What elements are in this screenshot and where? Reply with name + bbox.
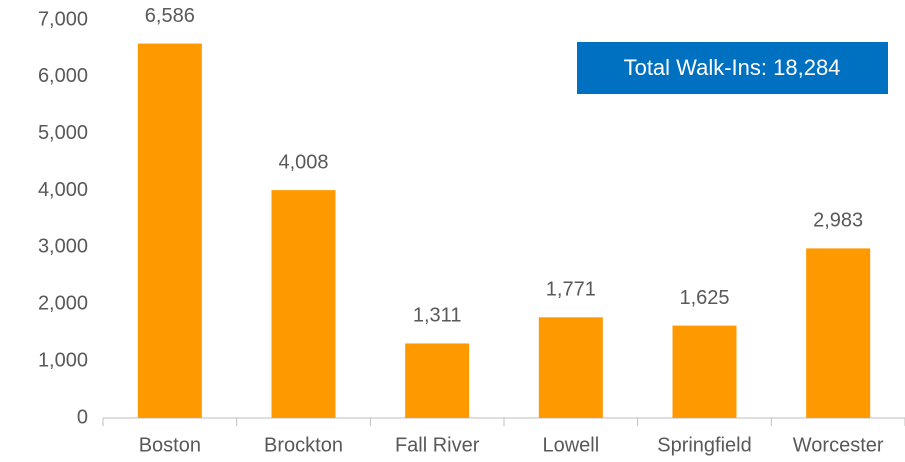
data-label: 1,625 bbox=[679, 287, 729, 309]
x-tick-label: Lowell bbox=[542, 434, 599, 456]
bar bbox=[806, 248, 871, 418]
bar bbox=[672, 325, 737, 418]
data-label: 2,983 bbox=[813, 210, 863, 232]
data-label: 6,586 bbox=[145, 5, 195, 27]
x-tick-label: Worcester bbox=[793, 434, 884, 456]
y-tick-label: 0 bbox=[77, 406, 88, 428]
data-label: 1,771 bbox=[546, 279, 596, 301]
x-tick-label: Brockton bbox=[264, 434, 343, 456]
x-tick-label: Boston bbox=[139, 434, 201, 456]
y-tick-label: 7,000 bbox=[38, 8, 88, 30]
bar bbox=[137, 43, 202, 419]
bar bbox=[538, 317, 603, 418]
data-label: 1,311 bbox=[413, 305, 462, 327]
y-tick-label: 1,000 bbox=[38, 349, 88, 371]
x-tick-label: Fall River bbox=[395, 434, 480, 456]
y-tick-label: 3,000 bbox=[38, 236, 88, 258]
y-tick-label: 5,000 bbox=[38, 122, 88, 144]
x-tick-label: Springfield bbox=[657, 434, 752, 456]
y-tick-label: 6,000 bbox=[38, 65, 88, 87]
annotation-box bbox=[577, 42, 888, 94]
bar bbox=[405, 343, 470, 418]
data-label: 4,008 bbox=[278, 151, 328, 173]
bar bbox=[271, 190, 336, 418]
annotation: Total Walk-Ins: 18,284 bbox=[624, 55, 841, 80]
y-tick-label: 4,000 bbox=[38, 179, 88, 201]
y-tick-label: 2,000 bbox=[38, 293, 88, 315]
